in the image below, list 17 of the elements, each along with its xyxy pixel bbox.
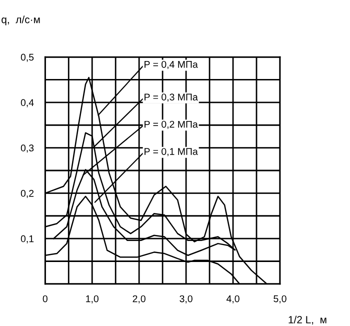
y-tick-label: 0,4 (20, 99, 34, 108)
x-tick-label: 0 (42, 295, 48, 302)
y-tick-label: 0,3 (20, 144, 34, 153)
y-tick-label: 0,2 (20, 190, 34, 198)
x-tick-label: 3,0 (180, 295, 192, 304)
annotation: P = 0,1 МПа (144, 148, 198, 156)
y-tick-label: 0,1 (20, 235, 34, 244)
annotation: P = 0,3 МПа (144, 94, 198, 102)
annotation: P = 0,4 МПа (144, 60, 198, 69)
x-tick-label: 5,0 (274, 295, 286, 304)
x-tick-label: 1,0 (86, 295, 98, 304)
x-axis-title: 1/2 L, м (288, 316, 326, 325)
x-tick-label: 2,0 (132, 295, 146, 304)
annotation: P = 0,2 МПа (144, 120, 198, 129)
x-tick-label: 4,0 (226, 295, 240, 304)
y-tick-label: 0,5 (20, 54, 34, 62)
y-axis-title: q, л/с·м (2, 16, 40, 26)
